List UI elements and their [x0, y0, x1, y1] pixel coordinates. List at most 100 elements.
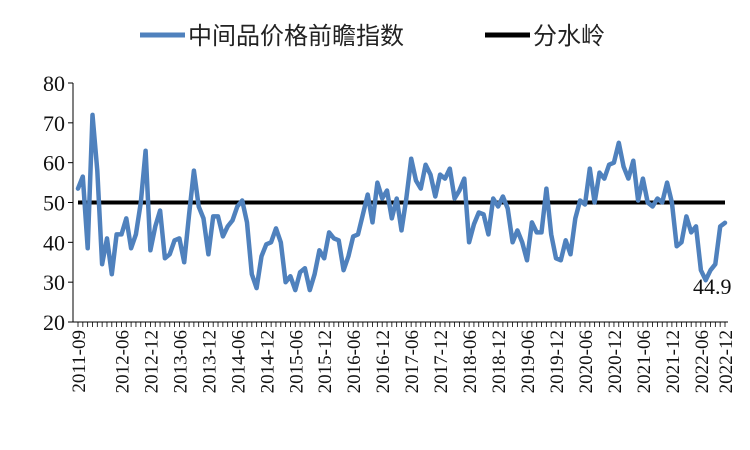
- data-point: [414, 179, 418, 182]
- x-tick-label: 2013-12: [199, 330, 220, 393]
- x-tick-label: 2022-12: [716, 330, 737, 393]
- x-tick-label: 2012-12: [141, 330, 162, 393]
- data-point: [607, 163, 611, 166]
- data-point: [274, 227, 278, 230]
- data-point: [685, 215, 688, 218]
- data-point: [641, 177, 645, 180]
- data-point: [245, 221, 249, 224]
- data-point: [298, 271, 302, 274]
- data-point: [656, 197, 659, 200]
- data-point: [96, 169, 99, 172]
- x-tick-label: 2018-06: [460, 330, 481, 393]
- data-point: [709, 269, 712, 272]
- data-point: [207, 253, 210, 256]
- data-point: [279, 241, 282, 244]
- data-point: [714, 263, 717, 266]
- data-point: [598, 171, 601, 174]
- x-tick-label: 2019-06: [518, 330, 539, 393]
- data-point: [352, 235, 355, 238]
- data-point: [516, 229, 519, 232]
- y-tick-label: 50: [43, 191, 65, 216]
- y-tick-label: 80: [43, 71, 65, 96]
- x-tick-label: 2013-06: [170, 330, 191, 393]
- data-point: [525, 259, 529, 262]
- data-point: [269, 241, 273, 244]
- data-point: [86, 247, 89, 250]
- data-point: [187, 213, 191, 216]
- data-point: [704, 278, 707, 282]
- data-point: [134, 233, 138, 236]
- data-point: [361, 213, 365, 216]
- data-point: [506, 207, 509, 210]
- data-point: [163, 257, 167, 260]
- data-point: [366, 193, 369, 196]
- x-tick-label: 2016-12: [373, 330, 394, 393]
- data-point: [342, 269, 345, 272]
- data-point: [303, 267, 307, 270]
- data-point: [129, 247, 133, 250]
- data-point: [265, 243, 268, 246]
- x-tick-label: 2017-12: [431, 330, 452, 393]
- data-point: [622, 165, 625, 168]
- data-point: [236, 205, 239, 208]
- data-point: [583, 203, 587, 206]
- data-point: [260, 255, 263, 258]
- data-point: [718, 225, 722, 228]
- data-point: [472, 223, 476, 226]
- data-point: [612, 161, 616, 164]
- data-point: [409, 157, 413, 160]
- data-point: [521, 241, 524, 244]
- data-point: [569, 253, 572, 256]
- data-point: [313, 273, 316, 276]
- x-tick-label: 2015-06: [286, 330, 307, 393]
- data-point: [530, 221, 534, 224]
- data-point: [501, 195, 505, 198]
- x-tick-label: 2015-12: [315, 330, 336, 393]
- data-point: [139, 201, 142, 204]
- data-point: [376, 181, 379, 184]
- data-point: [680, 241, 683, 244]
- data-point: [632, 159, 635, 162]
- data-point: [670, 201, 674, 204]
- data-point: [424, 163, 427, 166]
- data-point: [540, 231, 543, 234]
- x-tick-label: 2018-12: [489, 330, 510, 393]
- data-point: [183, 261, 186, 264]
- legend-series-label: 中间品价格前瞻指数: [188, 22, 404, 50]
- data-point: [91, 113, 94, 117]
- data-point: [347, 255, 350, 258]
- data-point: [318, 249, 321, 252]
- data-point: [438, 173, 442, 176]
- data-point: [448, 167, 451, 170]
- x-tick-label: 2021-06: [634, 330, 655, 393]
- y-tick-label: 70: [43, 111, 65, 136]
- data-point: [443, 177, 447, 180]
- data-point: [289, 274, 292, 278]
- data-point: [202, 217, 205, 220]
- data-point: [216, 215, 220, 218]
- data-point: [588, 167, 592, 170]
- x-tick-label: 2020-12: [605, 330, 626, 393]
- data-point: [636, 199, 640, 202]
- data-point: [699, 269, 703, 272]
- data-point: [356, 233, 360, 236]
- data-point: [100, 263, 104, 266]
- data-point: [511, 241, 514, 244]
- data-point: [496, 205, 500, 208]
- data-point: [675, 245, 678, 248]
- data-point: [463, 177, 466, 180]
- data-point: [661, 201, 664, 204]
- data-point: [173, 239, 176, 242]
- data-point: [627, 177, 630, 180]
- data-point: [477, 211, 480, 214]
- data-point: [395, 197, 398, 200]
- data-point: [723, 221, 727, 225]
- data-point: [337, 239, 340, 242]
- data-point: [125, 217, 128, 220]
- data-point: [554, 257, 558, 260]
- data-point: [211, 215, 215, 218]
- x-tick-label: 2022-06: [692, 330, 713, 393]
- y-tick-label: 60: [43, 151, 65, 176]
- data-point: [665, 181, 669, 184]
